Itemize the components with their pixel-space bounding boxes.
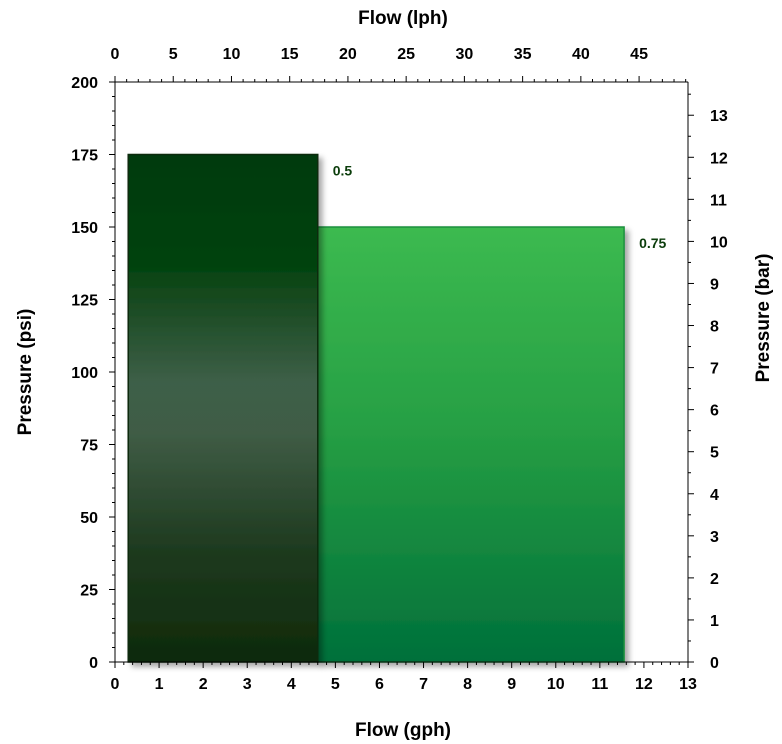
data-label-2: 0.75 [639, 235, 666, 251]
right-axis-title: Pressure (bar) [753, 254, 774, 383]
right-tick-label: 12 [710, 150, 728, 167]
top-tick-label: 30 [455, 46, 473, 63]
bottom-axis: 0 1 2 3 4 5 6 7 8 9 10 11 12 13 [111, 661, 697, 693]
left-tick-label: 200 [71, 75, 98, 92]
left-axis-title: Pressure (psi) [15, 309, 36, 436]
bottom-tick-label: 10 [547, 676, 565, 693]
left-tick-label: 75 [80, 438, 98, 455]
left-tick-label: 50 [80, 510, 98, 527]
right-tick-label: 4 [710, 487, 719, 504]
bottom-tick-label: 11 [591, 676, 608, 693]
bottom-tick-label: 13 [679, 676, 697, 693]
right-tick-label: 2 [710, 571, 719, 588]
right-tick-label: 6 [710, 403, 719, 420]
right-tick-label: 7 [710, 361, 719, 378]
bottom-tick-label: 6 [375, 676, 384, 693]
data-labels-group: 0.5 0.75 [333, 163, 667, 252]
right-tick-label: 0 [710, 655, 719, 672]
left-tick-label: 100 [71, 365, 98, 382]
bottom-tick-label: 5 [331, 676, 340, 693]
bottom-tick-label: 3 [243, 676, 252, 693]
left-tick-label: 150 [71, 220, 98, 237]
bottom-tick-label: 8 [463, 676, 472, 693]
bottom-tick-label: 0 [111, 676, 120, 693]
right-tick-label: 1 [710, 613, 719, 630]
left-tick-label: 25 [80, 583, 98, 600]
top-axis: 0 5 10 15 20 25 30 35 40 45 [111, 46, 688, 83]
bar-1 [127, 153, 319, 663]
right-tick-label: 11 [710, 192, 727, 209]
left-tick-label: 0 [89, 655, 98, 672]
right-tick-label: 8 [710, 319, 719, 336]
bottom-axis-title: Flow (gph) [355, 720, 451, 741]
top-tick-label: 25 [397, 46, 415, 63]
bottom-tick-label: 9 [507, 676, 516, 693]
right-tick-label: 13 [710, 108, 728, 125]
top-tick-label: 45 [630, 46, 648, 63]
right-tick-label: 5 [710, 445, 719, 462]
top-tick-label: 40 [572, 46, 590, 63]
right-tick-label: 9 [710, 276, 719, 293]
bottom-tick-label: 4 [287, 676, 296, 693]
left-tick-label: 125 [71, 293, 98, 310]
bottom-tick-label: 1 [155, 676, 164, 693]
top-tick-label: 10 [223, 46, 241, 63]
top-tick-label: 20 [339, 46, 357, 63]
left-tick-label: 175 [71, 148, 98, 165]
bottom-tick-label: 12 [635, 676, 653, 693]
bottom-tick-label: 7 [419, 676, 428, 693]
bar-2 [317, 226, 625, 663]
right-tick-label: 10 [710, 234, 728, 251]
top-tick-label: 0 [111, 46, 120, 63]
data-label-1: 0.5 [333, 163, 353, 179]
right-tick-label: 3 [710, 529, 719, 546]
top-tick-label: 5 [169, 46, 178, 63]
top-tick-label: 15 [281, 46, 299, 63]
top-axis-title: Flow (lph) [358, 8, 448, 29]
top-tick-label: 35 [514, 46, 532, 63]
bars-group [127, 153, 625, 663]
left-axis: 0 25 50 75 100 125 150 175 200 [71, 75, 116, 672]
bottom-tick-label: 2 [199, 676, 208, 693]
